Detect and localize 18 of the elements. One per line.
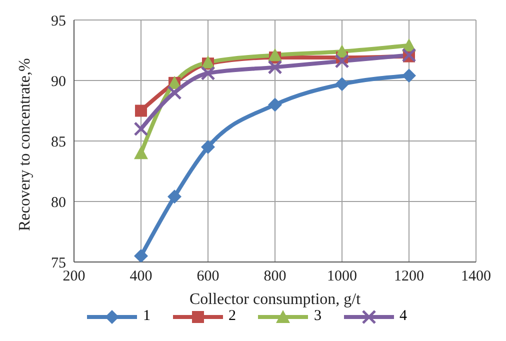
legend-label: 1 (143, 308, 150, 325)
y-tick-label: 80 (51, 194, 66, 211)
x-tick-label: 200 (62, 268, 86, 285)
legend-label: 2 (228, 308, 236, 325)
x-axis-title: Collector consumption, g/t (189, 291, 362, 308)
x-tick-label: 1200 (394, 268, 424, 285)
legend-label: 4 (400, 308, 407, 325)
y-tick-label: 95 (51, 13, 66, 30)
y-tick-label: 75 (51, 255, 66, 272)
x-tick-label: 400 (130, 268, 152, 285)
x-tick-label: 800 (264, 268, 286, 285)
x-tick-label: 600 (196, 268, 220, 285)
y-axis-title: Recovery to concentrate,% (16, 58, 34, 231)
legend-label: 3 (314, 308, 322, 325)
y-tick-label: 85 (51, 134, 66, 150)
y-tick-label: 90 (51, 74, 66, 90)
x-tick-label: 1400 (461, 268, 491, 285)
x-tick-label: 1000 (327, 268, 357, 285)
